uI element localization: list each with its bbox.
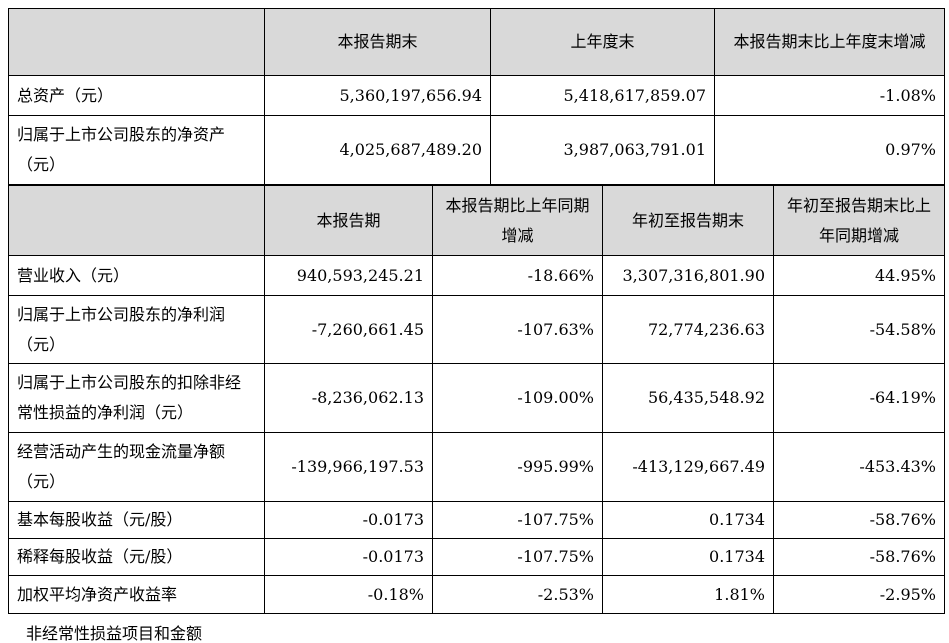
cell-prior-year-end: 5,418,617,859.07 — [490, 75, 715, 116]
table-row: 归属于上市公司股东的净利润（元） -7,260,661.45 -107.63% … — [8, 295, 945, 364]
row-label: 基本每股收益（元/股） — [8, 501, 265, 539]
header-row-1: 本报告期末 上年度末 本报告期末比上年度末增减 — [8, 8, 945, 76]
header-col-change: 本报告期末比上年度末增减 — [714, 8, 945, 76]
row-label: 营业收入（元） — [8, 255, 265, 296]
cell-ytd-yoy: -453.43% — [773, 432, 945, 502]
header-col-ytd-yoy: 年初至报告期末比上年同期增减 — [773, 185, 945, 256]
cell-period-yoy: -995.99% — [432, 432, 603, 502]
cell-ytd-yoy: -58.76% — [773, 538, 945, 576]
cell-change: 0.97% — [714, 115, 945, 185]
header-col-period-end: 本报告期末 — [264, 8, 491, 76]
table-row: 基本每股收益（元/股） -0.0173 -107.75% 0.1734 -58.… — [8, 501, 945, 539]
row-label: 经营活动产生的现金流量净额（元） — [8, 432, 265, 502]
row-label: 归属于上市公司股东的净资产（元） — [8, 115, 265, 185]
cell-ytd: 0.1734 — [602, 538, 774, 576]
cell-ytd: 72,774,236.63 — [602, 295, 774, 364]
cell-period: -0.18% — [264, 575, 433, 614]
cell-period: -139,966,197.53 — [264, 432, 433, 502]
cell-period-yoy: -2.53% — [432, 575, 603, 614]
cell-period-yoy: -107.75% — [432, 501, 603, 539]
table-row: 归属于上市公司股东的净资产（元） 4,025,687,489.20 3,987,… — [8, 115, 945, 185]
row-label: 归属于上市公司股东的净利润（元） — [8, 295, 265, 364]
row-label: 加权平均净资产收益率 — [8, 575, 265, 614]
cell-period: -0.0173 — [264, 501, 433, 539]
header-blank-cell — [8, 185, 265, 256]
cell-period-end: 4,025,687,489.20 — [264, 115, 491, 185]
cell-ytd: 56,435,548.92 — [602, 363, 774, 433]
financial-summary-table-2: 本报告期 本报告期比上年同期增减 年初至报告期末 年初至报告期末比上年同期增减 … — [8, 185, 945, 614]
cell-ytd-yoy: -54.58% — [773, 295, 945, 364]
cell-ytd-yoy: -58.76% — [773, 501, 945, 539]
cell-ytd-yoy: -2.95% — [773, 575, 945, 614]
header-col-ytd: 年初至报告期末 — [602, 185, 774, 256]
cell-ytd-yoy: -64.19% — [773, 363, 945, 433]
header-col-period-yoy: 本报告期比上年同期增减 — [432, 185, 603, 256]
cell-prior-year-end: 3,987,063,791.01 — [490, 115, 715, 185]
header-col-period: 本报告期 — [264, 185, 433, 256]
cell-ytd: 1.81% — [602, 575, 774, 614]
cell-ytd: -413,129,667.49 — [602, 432, 774, 502]
footer-caption: 非经常性损益项目和金额 — [26, 624, 203, 643]
cell-period: 940,593,245.21 — [264, 255, 433, 296]
table-row: 总资产（元） 5,360,197,656.94 5,418,617,859.07… — [8, 75, 945, 116]
row-label: 稀释每股收益（元/股） — [8, 538, 265, 576]
table-row: 加权平均净资产收益率 -0.18% -2.53% 1.81% -2.95% — [8, 575, 945, 614]
cell-period-yoy: -107.75% — [432, 538, 603, 576]
cell-period-yoy: -107.63% — [432, 295, 603, 364]
table-row: 稀释每股收益（元/股） -0.0173 -107.75% 0.1734 -58.… — [8, 538, 945, 576]
cell-ytd-yoy: 44.95% — [773, 255, 945, 296]
row-label: 总资产（元） — [8, 75, 265, 116]
cell-period-yoy: -18.66% — [432, 255, 603, 296]
table-row: 营业收入（元） 940,593,245.21 -18.66% 3,307,316… — [8, 255, 945, 296]
table-row: 归属于上市公司股东的扣除非经常性损益的净利润（元） -8,236,062.13 … — [8, 363, 945, 433]
cell-ytd: 3,307,316,801.90 — [602, 255, 774, 296]
row-label: 归属于上市公司股东的扣除非经常性损益的净利润（元） — [8, 363, 265, 433]
cell-period: -8,236,062.13 — [264, 363, 433, 433]
financial-summary-table: 本报告期末 上年度末 本报告期末比上年度末增减 总资产（元） 5,360,197… — [8, 8, 945, 185]
cell-period: -7,260,661.45 — [264, 295, 433, 364]
header-col-prior-year-end: 上年度末 — [490, 8, 715, 76]
header-blank-cell — [8, 8, 265, 76]
cell-period-end: 5,360,197,656.94 — [264, 75, 491, 116]
cell-period: -0.0173 — [264, 538, 433, 576]
cell-ytd: 0.1734 — [602, 501, 774, 539]
header-row-2: 本报告期 本报告期比上年同期增减 年初至报告期末 年初至报告期末比上年同期增减 — [8, 185, 945, 256]
table-row: 经营活动产生的现金流量净额（元） -139,966,197.53 -995.99… — [8, 432, 945, 502]
cell-period-yoy: -109.00% — [432, 363, 603, 433]
cell-change: -1.08% — [714, 75, 945, 116]
